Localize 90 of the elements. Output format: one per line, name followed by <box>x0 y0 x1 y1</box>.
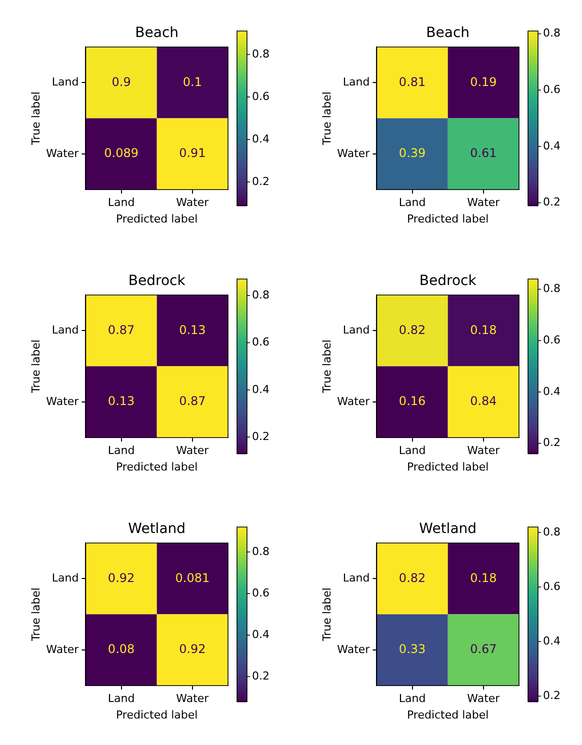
data-label: 0.18 <box>470 570 497 585</box>
color-bar-label: 0.2 <box>252 430 270 443</box>
y-axis-title: True label <box>29 588 42 642</box>
data-label: 0.61 <box>470 146 497 160</box>
data-label: 0.87 <box>108 322 135 337</box>
y-axis-title: True label <box>320 92 334 146</box>
y-tick-label: Water <box>46 642 80 656</box>
y-tick-label: Water <box>337 394 370 408</box>
y-tick-label: Land <box>52 76 79 89</box>
chart-title: Beach <box>426 25 470 41</box>
color-bar-label: 0.6 <box>252 586 270 600</box>
color-bar-label: 0.4 <box>252 132 270 146</box>
chart-title: Beach <box>135 25 179 41</box>
color-bar-label: 0.4 <box>543 384 560 398</box>
color-bar-label: 0.6 <box>252 90 270 103</box>
color-bar-label: 0.2 <box>252 670 270 683</box>
x-tick-label: Land <box>398 196 426 210</box>
y-tick-label: Water <box>46 146 80 160</box>
color-bar-label: 0.2 <box>543 196 560 209</box>
x-axis-title: Predicted label <box>406 212 489 226</box>
x-axis-title: Predicted label <box>116 708 198 722</box>
data-label: 0.39 <box>398 146 426 160</box>
data-label: 0.08 <box>108 642 135 656</box>
color-bar-label: 0.6 <box>543 333 560 346</box>
x-tick-label: Land <box>108 196 135 210</box>
x-axis-title: Predicted label <box>116 460 198 474</box>
data-label: 0.18 <box>470 322 497 337</box>
x-tick-label: Water <box>467 444 500 458</box>
x-tick-label: Water <box>467 196 500 210</box>
y-tick-label: Land <box>342 324 370 337</box>
x-tick-label: Land <box>108 444 135 458</box>
color-bar-label: 0.4 <box>543 634 560 648</box>
chart-title: Bedrock <box>128 273 186 289</box>
data-label: 0.089 <box>104 146 138 160</box>
data-label: 0.81 <box>398 74 426 89</box>
color-bar-label: 0.8 <box>543 282 560 296</box>
x-tick-label: Water <box>176 196 210 210</box>
color-bar-label: 0.6 <box>543 83 560 96</box>
color-bar-label: 0.6 <box>543 580 560 593</box>
color-bar-label: 0.2 <box>543 436 560 450</box>
data-label: 0.67 <box>470 642 497 656</box>
x-axis-title: Predicted label <box>406 460 489 474</box>
color-bar-label: 0.8 <box>543 525 560 538</box>
x-tick-label: Water <box>176 444 210 458</box>
color-bar-label: 0.8 <box>543 26 560 40</box>
color-bar-label: 0.4 <box>543 139 560 152</box>
color-bar-label: 0.4 <box>252 382 270 396</box>
data-label: 0.33 <box>398 642 426 656</box>
color-bar-label: 0.6 <box>252 336 270 349</box>
x-tick-label: Land <box>398 444 426 458</box>
chart-title: Wetland <box>128 521 186 537</box>
data-label: 0.84 <box>470 394 497 408</box>
y-tick-label: Land <box>342 572 370 585</box>
data-label: 0.82 <box>398 322 426 337</box>
data-label: 0.16 <box>398 394 426 408</box>
color-bar-label: 0.8 <box>252 544 270 558</box>
x-axis-title: Predicted label <box>116 212 198 226</box>
y-axis-title: True label <box>29 340 42 394</box>
data-label: 0.1 <box>182 74 202 89</box>
y-tick-label: Water <box>46 394 80 408</box>
x-tick-label: Water <box>176 692 210 706</box>
data-label: 0.13 <box>108 394 135 408</box>
data-label: 0.91 <box>179 146 206 160</box>
data-label: 0.87 <box>179 394 206 408</box>
x-tick-label: Water <box>467 692 500 706</box>
color-bar-label: 0.8 <box>252 288 270 302</box>
x-tick-label: Land <box>398 692 426 706</box>
data-label: 0.92 <box>108 570 135 585</box>
data-label: 0.9 <box>112 74 131 89</box>
data-label: 0.19 <box>470 74 497 89</box>
y-tick-label: Land <box>52 324 79 337</box>
y-tick-label: Land <box>52 572 79 585</box>
x-tick-label: Land <box>108 692 135 706</box>
y-axis-title: True label <box>320 340 334 394</box>
color-bar-label: 0.4 <box>252 628 270 641</box>
chart-title: Bedrock <box>419 273 478 289</box>
color-bar-label: 0.8 <box>252 47 270 60</box>
chart-title: Wetland <box>419 521 477 537</box>
data-label: 0.82 <box>398 570 426 585</box>
y-tick-label: Water <box>337 642 370 656</box>
data-label: 0.13 <box>179 322 206 337</box>
y-axis-title: True label <box>29 92 42 146</box>
data-label: 0.92 <box>179 642 206 656</box>
y-tick-label: Water <box>337 146 370 160</box>
color-bar-label: 0.2 <box>252 174 270 188</box>
x-axis-title: Predicted label <box>406 708 489 722</box>
data-label: 0.081 <box>175 570 210 585</box>
color-bar-label: 0.2 <box>543 689 560 702</box>
y-tick-label: Land <box>342 76 370 89</box>
y-axis-title: True label <box>320 588 334 642</box>
